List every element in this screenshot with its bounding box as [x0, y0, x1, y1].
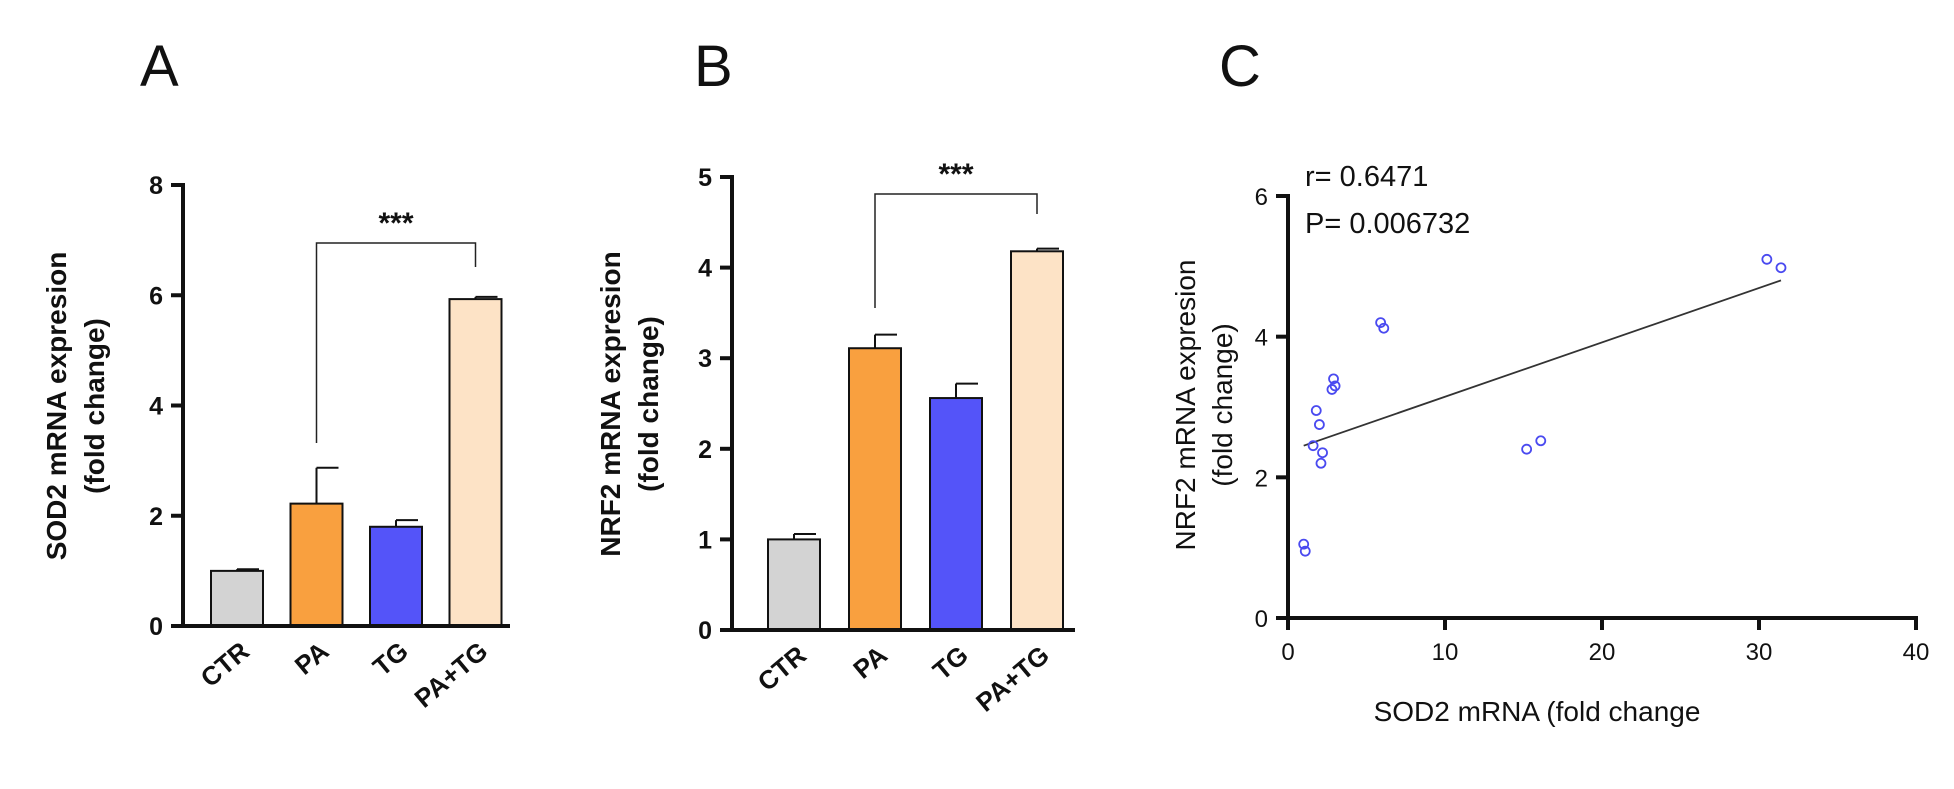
scatter-point — [1298, 538, 1310, 550]
y-tick-label: 4 — [1255, 325, 1268, 352]
significance-bracket — [874, 193, 1038, 308]
scatter-point — [1535, 435, 1547, 447]
y-tick-label: 3 — [698, 345, 712, 373]
y-tick-label: 4 — [149, 393, 163, 421]
bar-pa — [848, 347, 902, 631]
y-axis-label-line1: SOD2 mRNA expresion — [41, 252, 72, 561]
scatter-point — [1375, 317, 1387, 329]
panel-c-chart: 0 2 4 6 0 10 20 30 40 NRF2 mRNA expresion (fold… — [1170, 161, 1929, 727]
scatter-point — [1307, 440, 1319, 452]
significance-bracket — [315, 242, 477, 443]
y-tick-label: 1 — [698, 526, 712, 554]
scatter-point — [1326, 384, 1338, 395]
y-axis-label-line1: NRF2 mRNA expresion — [1170, 260, 1201, 551]
panel-letter-a: A — [140, 34, 179, 99]
category-label: TG — [367, 636, 414, 682]
y-axis-label-line2: (fold change) — [79, 318, 110, 494]
y-axis-label-line2: (fold change) — [1207, 323, 1238, 486]
y-axis-label-line2: (fold change) — [633, 316, 664, 492]
regression-line — [1303, 279, 1782, 447]
bar-ctr — [767, 538, 821, 632]
scatter-point — [1315, 457, 1327, 469]
bar-pa-tg — [448, 298, 503, 627]
x-axis-label: SOD2 mRNA (fold change — [1374, 696, 1701, 727]
category-label: CTR — [195, 635, 255, 692]
y-tick-label: 0 — [1255, 606, 1268, 633]
x-tick-label: 20 — [1589, 639, 1616, 666]
panel-letter-c: C — [1219, 34, 1261, 99]
panel-letter-b: B — [694, 34, 733, 99]
category-label: CTR — [752, 639, 812, 696]
x-tick-label: 40 — [1903, 639, 1930, 666]
scatter-point — [1521, 443, 1533, 455]
scatter-point — [1299, 545, 1311, 557]
correlation-p-label: P= 0.006732 — [1305, 208, 1470, 240]
scatter-point — [1775, 262, 1787, 274]
bar-pa-tg — [1010, 250, 1064, 632]
category-label: PA+TG — [409, 636, 494, 714]
y-tick-label: 8 — [149, 172, 163, 200]
bar-pa — [289, 502, 344, 627]
category-label: PA — [847, 639, 893, 684]
scatter-point — [1314, 419, 1325, 430]
scatter-point — [1310, 405, 1322, 416]
y-tick-label: 5 — [698, 164, 712, 192]
y-tick-label: 0 — [149, 613, 163, 641]
category-label: PA — [289, 635, 335, 680]
y-tick-label: 2 — [149, 503, 163, 531]
y-axis-label-line1: NRF2 mRNA expresion — [595, 251, 626, 556]
scatter-point — [1378, 322, 1390, 334]
y-tick-label: 2 — [1255, 465, 1268, 492]
category-label: TG — [927, 640, 974, 686]
significance-label: *** — [378, 207, 413, 240]
x-tick-label: 0 — [1281, 639, 1294, 666]
scatter-point — [1761, 253, 1773, 265]
category-label: PA+TG — [970, 640, 1055, 718]
y-tick-label: 0 — [698, 617, 712, 645]
bar-ctr — [210, 569, 264, 627]
y-tick-label: 6 — [149, 282, 163, 310]
y-tick-label: 4 — [698, 255, 712, 283]
x-tick-label: 30 — [1746, 639, 1773, 666]
scatter-point — [1317, 447, 1328, 459]
x-tick-label: 10 — [1432, 639, 1459, 666]
bar-tg — [369, 525, 423, 628]
bar-tg — [929, 397, 983, 631]
y-tick-label: 6 — [1255, 184, 1268, 211]
scatter-point — [1328, 373, 1339, 385]
significance-label: *** — [938, 158, 973, 191]
correlation-r-label: r= 0.6471 — [1305, 161, 1428, 193]
y-tick-label: 2 — [698, 436, 712, 464]
